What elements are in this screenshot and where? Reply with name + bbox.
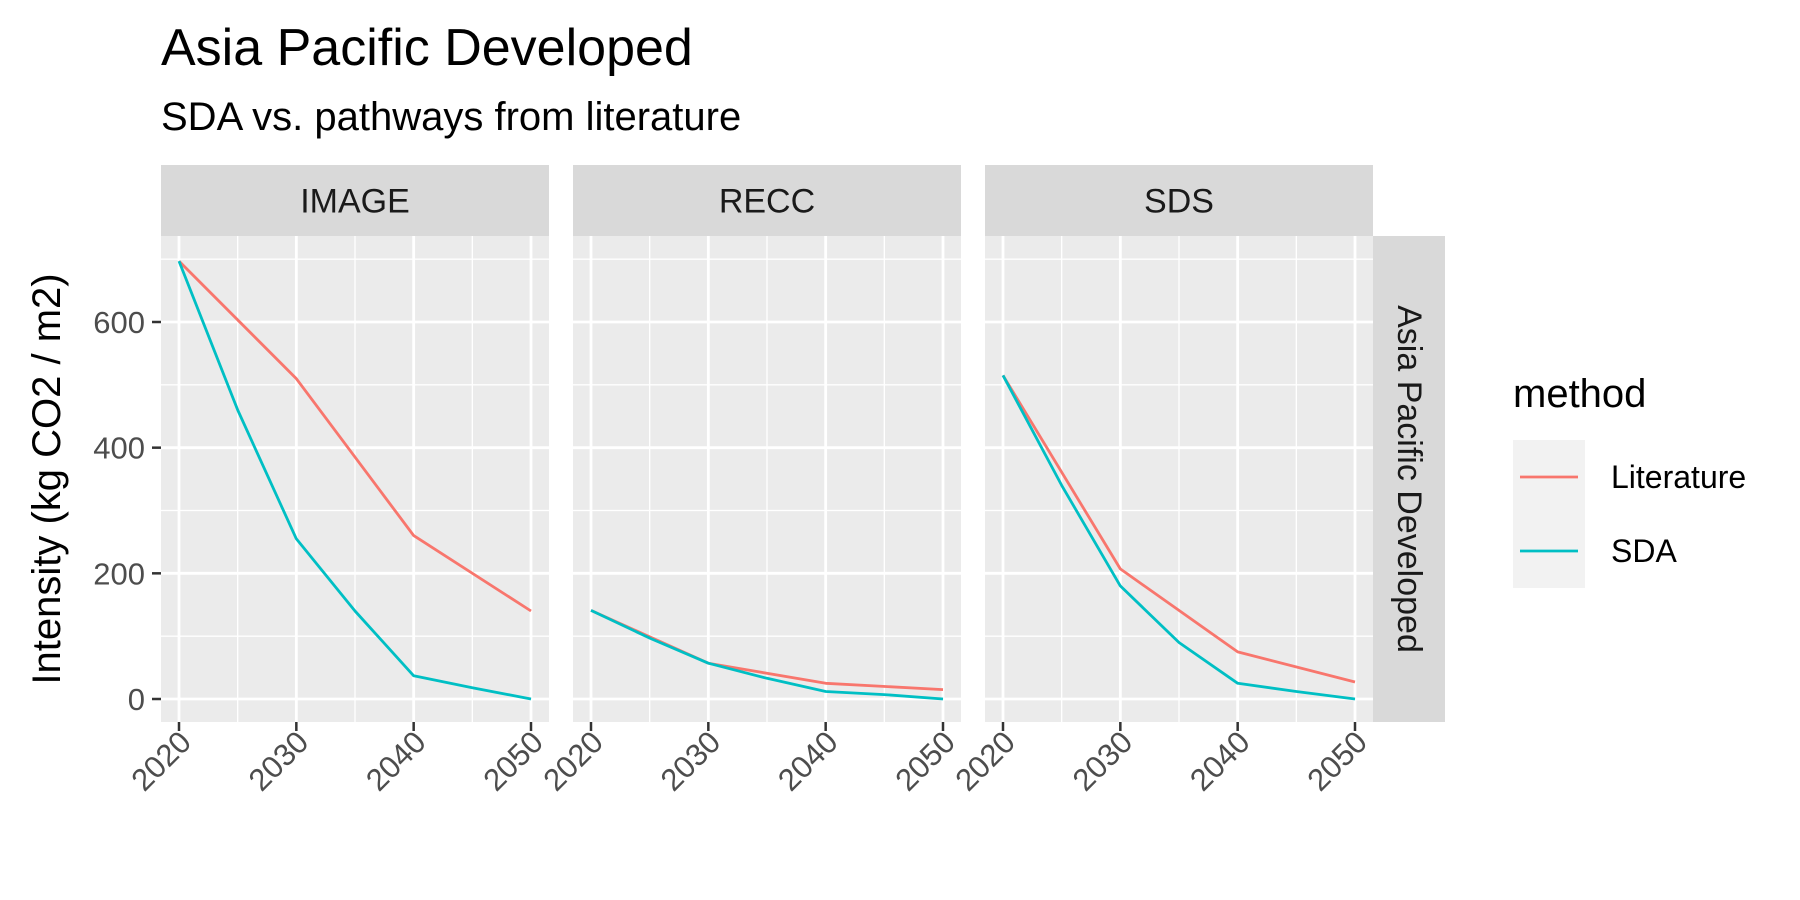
y-axis-label: Intensity (kg CO2 / m2) [25,273,69,684]
row-strip-label: Asia Pacific Developed [1390,305,1428,653]
facet-strip-label: IMAGE [300,183,410,221]
legend-keys [1513,440,1585,588]
facet-strip-label: RECC [719,183,815,221]
x-tick-label: 2020 [124,724,198,798]
series-line-sda [590,609,944,701]
x-tick-label: 2040 [771,724,845,798]
facet-panel-recc: RECC 2020 2030 2040 2050 [536,165,962,798]
row-strip-background [1373,236,1445,722]
y-tick-label: 0 [128,682,145,717]
chart-title: Asia Pacific Developed [161,19,693,77]
x-tick-label: 2030 [242,724,316,798]
x-tick-label: 2020 [948,724,1022,798]
facet-panel-image: IMAGE 2020 2030 2040 2050 [124,165,550,798]
x-tick-label: 2050 [888,724,962,798]
x-tick-label: 2030 [1066,724,1140,798]
series-line-literature [1001,374,1356,684]
x-tick-label: 2050 [476,724,550,798]
x-tick-label: 2040 [1183,724,1257,798]
y-axis: 0 200 400 600 [93,305,161,717]
facet-panels: IMAGE 2020 2030 2040 2050 RECC 2020 2030 2040 205… [93,165,1585,798]
y-tick-label: 200 [93,556,145,591]
facet-panel-sds: SDS 2020 2030 2040 2050 [948,165,1374,798]
legend-title: method [1513,372,1647,416]
y-tick-label: 600 [93,305,145,340]
facet-strip [573,165,961,236]
x-tick-label: 2020 [536,724,610,798]
legend-label-literature: Literature [1611,459,1747,495]
legend-key-background [1513,440,1585,588]
series-line-sda [1001,374,1356,701]
y-tick-label: 400 [93,431,145,466]
facet-strip [161,165,549,236]
series-line-literature [178,260,532,613]
series-line-sda [177,260,532,701]
x-tick-label: 2050 [1300,724,1374,798]
chart-subtitle: SDA vs. pathways from literature [161,95,742,139]
facet-strip-label: SDS [1144,183,1214,221]
row-strip: Asia Pacific Developed [1373,236,1445,722]
legend-label-sda: SDA [1611,533,1677,569]
facet-strip [985,165,1373,236]
x-tick-label: 2030 [654,724,728,798]
x-tick-label: 2040 [359,724,433,798]
